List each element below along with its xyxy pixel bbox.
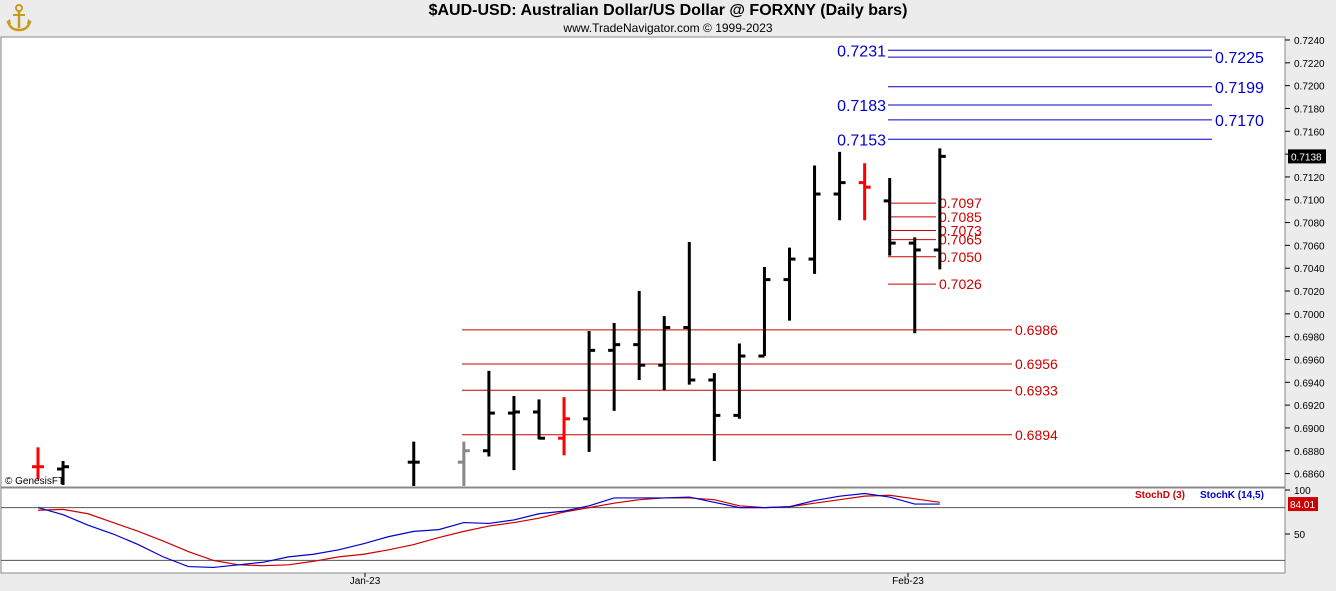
price-tick-label: 0.7020 — [1294, 287, 1325, 298]
fib-blue-label: 0.7183 — [837, 98, 886, 115]
chart-title: $AUD-USD: Australian Dollar/US Dollar @ … — [428, 2, 908, 19]
price-axis: 0.72400.72200.72000.71800.71600.71400.71… — [1285, 36, 1326, 481]
ohlc-bar — [482, 370, 495, 457]
price-tick-label: 0.6900 — [1294, 424, 1325, 435]
fib-red-label: 0.6933 — [1015, 382, 1058, 398]
stoch-value-label: 84.01 — [1290, 500, 1315, 511]
fib-blue-label: 0.7231 — [837, 43, 886, 60]
price-panel-bg — [0, 36, 1286, 488]
chart-header: $AUD-USD: Australian Dollar/US Dollar @ … — [0, 0, 1336, 37]
price-tick-label: 0.7240 — [1294, 36, 1325, 47]
ohlc-bar — [733, 343, 746, 419]
price-tick-label: 0.6920 — [1294, 401, 1325, 412]
stoch-tick-label: 50 — [1294, 530, 1306, 541]
ohlc-bar — [783, 247, 796, 321]
chart-subtitle: www.TradeNavigator.com © 1999-2023 — [563, 21, 773, 35]
fib-red-label: 0.7026 — [939, 276, 982, 292]
fib-red-label: 0.7050 — [939, 249, 982, 265]
ohlc-bar — [758, 267, 771, 358]
stoch-value-box — [1288, 497, 1318, 512]
price-tick-label: 0.7200 — [1294, 82, 1325, 93]
ohlc-bar — [658, 316, 671, 391]
stoch-d-legend: StochD (3) — [1135, 490, 1185, 501]
price-tick-label: 0.7100 — [1294, 196, 1325, 207]
fib-red-label: 0.7097 — [939, 195, 982, 211]
ohlc-bar — [883, 178, 896, 256]
ohlc-bar — [833, 151, 846, 221]
price-tick-label: 0.7160 — [1294, 127, 1325, 138]
watermark: © GenesisFT — [5, 476, 64, 487]
ohlc-bar — [708, 373, 721, 462]
ohlc-bar — [32, 447, 44, 480]
price-tick-label: 0.7080 — [1294, 219, 1325, 230]
stoch-k-legend: StochK (14,5) — [1200, 490, 1264, 501]
ohlc-bar — [908, 237, 921, 334]
price-tick-label: 0.7120 — [1294, 173, 1325, 184]
ohlc-bar — [683, 241, 696, 385]
fib-red-label: 0.7085 — [939, 209, 982, 225]
fibonacci-levels: 0.7231 0.7225 0.7199 0.7183 0.7170 0.7153 0.70… — [462, 43, 1264, 443]
fib-blue-label: 0.7170 — [1215, 113, 1264, 130]
price-tick-label: 0.7000 — [1294, 310, 1325, 321]
stoch-panel-bg — [0, 487, 1286, 574]
last-price-box — [1288, 149, 1326, 164]
ohlc-bars — [32, 148, 946, 486]
fib-blue-label: 0.7199 — [1215, 80, 1264, 97]
price-tick-label: 0.6960 — [1294, 355, 1325, 366]
stoch-tick-label: 100 — [1294, 486, 1311, 497]
x-axis: Jan-23 Feb-23 — [350, 573, 924, 587]
price-tick-label: 0.6860 — [1294, 470, 1325, 481]
ohlc-bar — [457, 441, 470, 486]
fib-blue-label: 0.7225 — [1215, 50, 1264, 67]
ohlc-bar — [583, 330, 596, 452]
x-tick-label: Feb-23 — [892, 576, 924, 587]
stoch-k-line — [37, 492, 940, 569]
ohlc-bar — [858, 163, 871, 221]
price-tick-label: 0.6980 — [1294, 333, 1325, 344]
y-axis-area — [1286, 37, 1336, 573]
last-price-label: 0.7138 — [1291, 152, 1322, 163]
fib-blue-label: 0.7153 — [837, 132, 886, 149]
fib-red-label: 0.6956 — [1015, 356, 1058, 372]
ohlc-bar — [808, 165, 821, 274]
ohlc-bar — [933, 148, 946, 270]
x-tick-label: Jan-23 — [350, 576, 381, 587]
price-tick-label: 0.7040 — [1294, 264, 1325, 275]
price-tick-label: 0.6880 — [1294, 447, 1325, 458]
ohlc-bar — [407, 441, 420, 486]
ohlc-bar — [507, 395, 520, 471]
fib-red-label: 0.6986 — [1015, 322, 1058, 338]
gold-anchor-icon — [6, 4, 32, 32]
stochastic-panel: 100 50 84.01 — [1, 486, 1318, 569]
price-tick-label: 0.7220 — [1294, 59, 1325, 70]
ohlc-bar — [57, 461, 70, 485]
ohlc-bar — [558, 397, 571, 456]
ohlc-bar — [608, 322, 621, 411]
price-tick-label: 0.7180 — [1294, 104, 1325, 115]
fib-red-label: 0.7065 — [939, 232, 982, 248]
fib-red-label: 0.6894 — [1015, 427, 1058, 443]
ohlc-bar — [633, 291, 646, 381]
fib-red-label: 0.7073 — [939, 223, 982, 239]
price-tick-label: 0.7060 — [1294, 241, 1325, 252]
price-tick-label: 0.6940 — [1294, 378, 1325, 389]
ohlc-bar — [533, 399, 545, 440]
